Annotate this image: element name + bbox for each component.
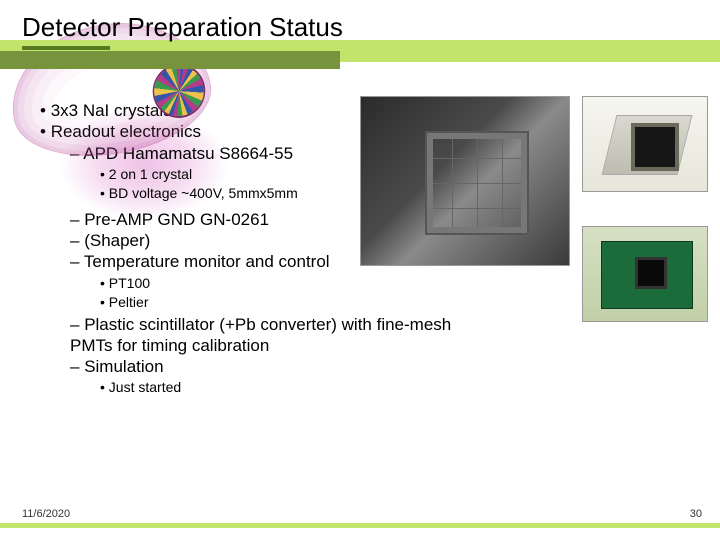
bullet-pt100: PT100 (100, 275, 470, 293)
bullet-sim: Simulation (70, 356, 470, 377)
photo-apd-chip (582, 96, 708, 192)
slide: Detector Preparation Status 3x3 NaI crys… (0, 0, 720, 540)
footer-page: 30 (690, 508, 702, 520)
photo-preamp-board (582, 226, 708, 322)
title-bar: Detector Preparation Status (0, 0, 720, 70)
bullet-plastic: Plastic scintillator (+Pb converter) wit… (70, 314, 470, 357)
bullet-peltier: Peltier (100, 294, 470, 312)
photo-crystal-array (360, 96, 570, 266)
title-bar-dark (0, 51, 340, 69)
bullet-sim-start: Just started (100, 379, 470, 397)
title-underline (22, 46, 110, 50)
slide-title: Detector Preparation Status (22, 12, 343, 43)
footer-bar (0, 523, 720, 528)
footer-date: 11/6/2020 (22, 508, 70, 520)
